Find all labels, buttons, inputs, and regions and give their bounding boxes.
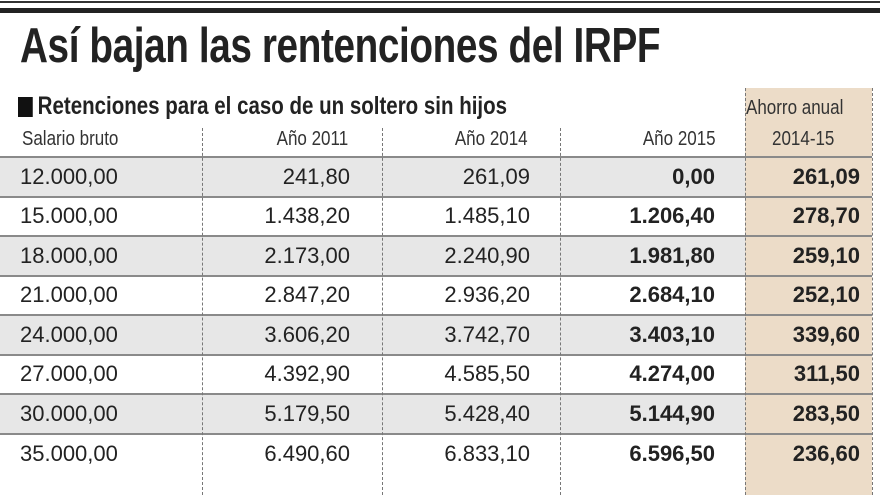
cell-savings: 283,50 <box>745 393 872 434</box>
header-2011: Año 2011 <box>276 128 348 150</box>
column-divider <box>745 88 746 495</box>
cell-y2015: 1.206,40 <box>560 195 745 236</box>
cell-y2014: 6.833,10 <box>382 432 560 473</box>
cell-y2014: 3.742,70 <box>382 314 560 355</box>
cell-y2011: 3.606,20 <box>202 314 382 355</box>
subtitle-text: Retenciones para el caso de un soltero s… <box>37 92 508 120</box>
table-row: 35.000,00 6.490,60 6.833,10 6.596,50 236,60 <box>0 432 872 473</box>
cell-y2015: 5.144,90 <box>560 393 745 434</box>
header-2014: Año 2014 <box>455 128 528 150</box>
column-divider <box>202 128 203 495</box>
cell-salary: 18.000,00 <box>0 235 202 276</box>
table-row: 30.000,00 5.179,50 5.428,40 5.144,90 283,50 <box>0 393 872 434</box>
header-savings-line1: Ahorro anual <box>746 97 844 119</box>
cell-y2014: 2.936,20 <box>382 274 560 315</box>
cell-y2014: 261,09 <box>382 156 560 197</box>
cell-savings: 339,60 <box>745 314 872 355</box>
cell-y2015: 3.403,10 <box>560 314 745 355</box>
cell-salary: 35.000,00 <box>0 432 202 473</box>
cell-y2011: 241,80 <box>202 156 382 197</box>
cell-y2011: 5.179,50 <box>202 393 382 434</box>
cell-savings: 259,10 <box>745 235 872 276</box>
cell-y2011: 1.438,20 <box>202 195 382 236</box>
cell-savings: 311,50 <box>745 353 872 394</box>
subtitle: Retenciones para el caso de un soltero s… <box>18 92 507 121</box>
cell-y2015: 4.274,00 <box>560 353 745 394</box>
cell-salary: 21.000,00 <box>0 274 202 315</box>
top-rule-thin <box>0 1 880 3</box>
header-2015: Año 2015 <box>643 128 716 150</box>
cell-y2011: 2.847,20 <box>202 274 382 315</box>
table-row: 15.000,00 1.438,20 1.485,10 1.206,40 278,70 <box>0 195 872 236</box>
table-row: 24.000,00 3.606,20 3.742,70 3.403,10 339,60 <box>0 314 872 355</box>
page-title: Así bajan las rentenciones del IRPF <box>20 19 661 73</box>
cell-y2014: 5.428,40 <box>382 393 560 434</box>
cell-y2015: 6.596,50 <box>560 432 745 473</box>
table-row: 21.000,00 2.847,20 2.936,20 2.684,10 252,10 <box>0 274 872 315</box>
cell-salary: 27.000,00 <box>0 353 202 394</box>
retentions-table: 12.000,00 241,80 261,09 0,00 261,09 15.000,00… <box>0 156 872 473</box>
cell-savings: 252,10 <box>745 274 872 315</box>
cell-y2015: 0,00 <box>560 156 745 197</box>
table-row: 27.000,00 4.392,90 4.585,50 4.274,00 311,50 <box>0 353 872 394</box>
cell-y2015: 1.981,80 <box>560 235 745 276</box>
cell-y2014: 1.485,10 <box>382 195 560 236</box>
cell-y2014: 2.240,90 <box>382 235 560 276</box>
top-rule-thick <box>0 8 880 13</box>
column-divider <box>382 128 383 495</box>
table-row: 12.000,00 241,80 261,09 0,00 261,09 <box>0 156 872 197</box>
cell-salary: 12.000,00 <box>0 156 202 197</box>
table-row: 18.000,00 2.173,00 2.240,90 1.981,80 259,10 <box>0 235 872 276</box>
cell-y2011: 4.392,90 <box>202 353 382 394</box>
cell-savings: 278,70 <box>745 195 872 236</box>
square-bullet-icon <box>18 96 33 117</box>
column-divider <box>560 128 561 495</box>
cell-y2015: 2.684,10 <box>560 274 745 315</box>
header-savings-line2: 2014-15 <box>772 128 835 150</box>
cell-y2011: 6.490,60 <box>202 432 382 473</box>
header-salary: Salario bruto <box>22 128 119 150</box>
cell-salary: 15.000,00 <box>0 195 202 236</box>
cell-salary: 30.000,00 <box>0 393 202 434</box>
cell-savings: 261,09 <box>745 156 872 197</box>
cell-y2011: 2.173,00 <box>202 235 382 276</box>
cell-savings: 236,60 <box>745 432 872 473</box>
cell-salary: 24.000,00 <box>0 314 202 355</box>
cell-y2014: 4.585,50 <box>382 353 560 394</box>
column-divider <box>872 88 873 495</box>
